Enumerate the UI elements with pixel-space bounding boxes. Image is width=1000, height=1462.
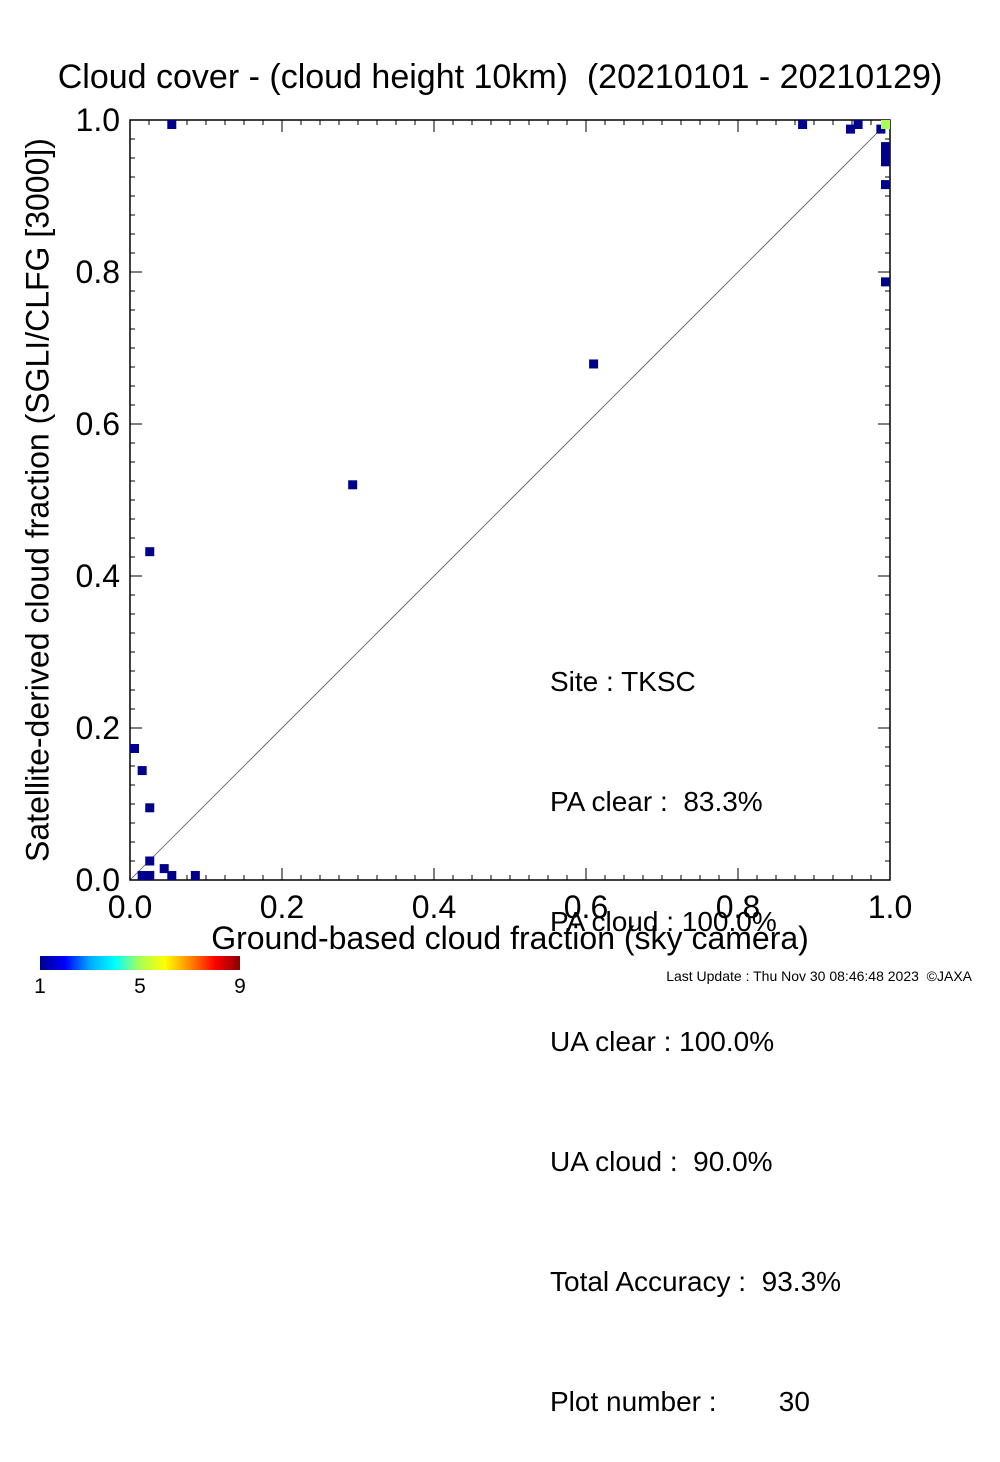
colorbar-tick-label: 5 xyxy=(134,975,146,998)
data-point xyxy=(145,871,155,880)
colorbar-tick-label: 1 xyxy=(34,975,46,998)
one-to-one-line xyxy=(129,119,891,881)
data-point xyxy=(881,149,890,159)
data-point xyxy=(190,871,200,880)
y-tick-label: 0.4 xyxy=(76,558,120,594)
x-tick-label: 0.4 xyxy=(412,889,456,925)
pa-clear-stat: PA clear : 83.3% xyxy=(550,786,763,817)
data-point xyxy=(130,744,139,754)
chart-title: Cloud cover - (cloud height 10km) (20210… xyxy=(57,58,943,96)
x-axis-label: Ground-based cloud fraction (sky camera) xyxy=(211,920,809,956)
plot-number-stat: Plot number : 30 xyxy=(550,1386,810,1417)
data-point xyxy=(845,124,855,134)
y-tick-label: 0.2 xyxy=(76,710,120,746)
site-label: Site : TKSC xyxy=(550,666,696,697)
data-point xyxy=(159,864,169,874)
data-point xyxy=(798,120,808,129)
data-point xyxy=(881,120,890,129)
y-tick-label: 1.0 xyxy=(76,102,120,138)
x-tick-label: 0.0 xyxy=(108,889,152,925)
statistics-panel: Site : TKSC PA clear : 83.3% PA cloud : … xyxy=(550,582,841,1462)
data-point xyxy=(876,124,886,134)
pa-cloud-stat: PA cloud : 100.0% xyxy=(550,906,777,937)
data-point xyxy=(881,277,890,287)
x-tick-label: 1.0 xyxy=(868,889,912,925)
data-point xyxy=(145,803,155,813)
data-point xyxy=(853,120,863,129)
y-tick-label: 0.6 xyxy=(76,406,120,442)
data-point xyxy=(145,547,155,557)
x-tick-label: 0.2 xyxy=(260,889,304,925)
ua-cloud-stat: UA cloud : 90.0% xyxy=(550,1146,773,1177)
y-axis-label: Satellite-derived cloud fraction (SGLI/C… xyxy=(19,138,56,862)
total-accuracy-stat: Total Accuracy : 93.3% xyxy=(550,1266,842,1297)
data-point-layer xyxy=(130,120,890,880)
x-tick-label: 0.8 xyxy=(716,889,760,925)
data-point xyxy=(167,120,177,129)
scatter-plot: 0.0 0.2 0.4 0.6 0.8 1.0 0.0 0.2 0.4 0.6 0.8 1.0 xyxy=(40,102,913,970)
tick-layer: 0.0 0.2 0.4 0.6 0.8 1.0 0.0 0.2 0.4 0.6 0.8 1.0 xyxy=(76,102,913,925)
data-point xyxy=(881,142,890,152)
data-point xyxy=(137,766,147,776)
data-point xyxy=(881,180,890,190)
data-point xyxy=(167,871,177,880)
colorbar xyxy=(40,956,240,970)
ua-clear-stat: UA clear : 100.0% xyxy=(550,1026,775,1057)
x-tick-label: 0.6 xyxy=(564,889,608,925)
y-tick-label: 0.0 xyxy=(76,862,120,898)
data-point xyxy=(348,480,358,490)
last-update-footer: Last Update : Thu Nov 30 08:46:48 2023 ©… xyxy=(666,968,972,984)
data-point xyxy=(137,871,147,880)
data-point xyxy=(589,359,599,369)
data-point xyxy=(881,157,890,167)
y-tick-label: 0.8 xyxy=(76,254,120,290)
data-point xyxy=(145,856,155,866)
colorbar-tick-label: 9 xyxy=(234,975,246,998)
colorbar-bar xyxy=(40,956,240,970)
